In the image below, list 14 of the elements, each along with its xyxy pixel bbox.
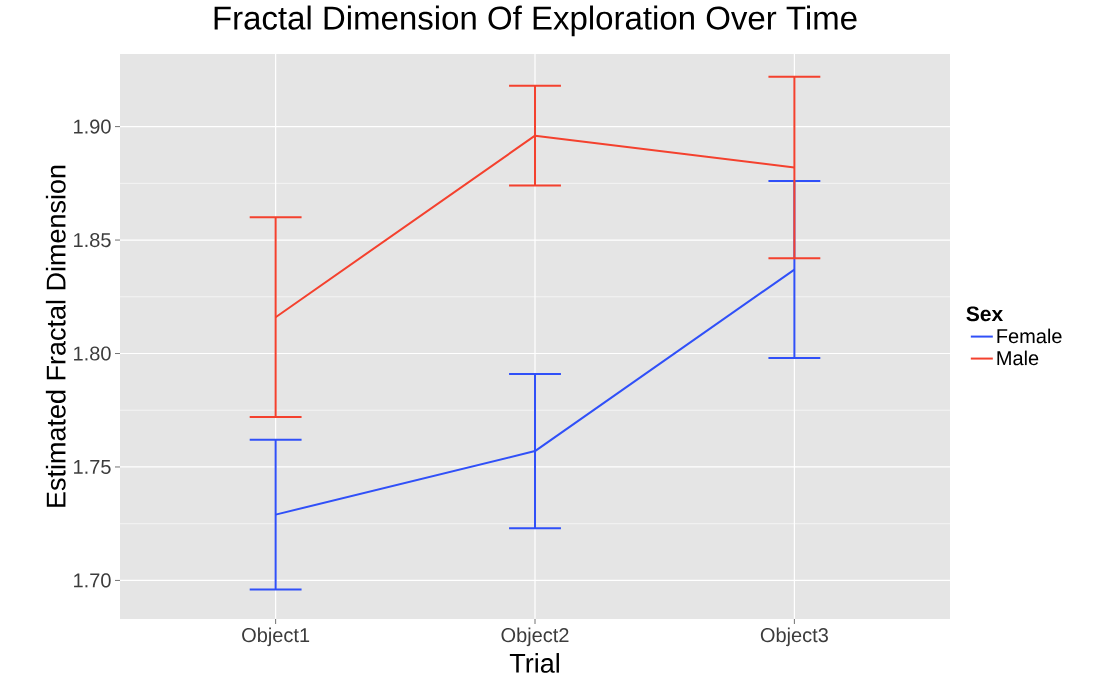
- x-tick-label: Object2: [501, 627, 569, 647]
- x-axis-title: Trial: [509, 653, 559, 673]
- x-tick-label: Object1: [242, 627, 310, 647]
- x-tick-label: Object3: [760, 627, 828, 647]
- y-axis-title: Estimated Fractal Dimension: [45, 165, 66, 507]
- y-tick-label: 1.75: [74, 460, 111, 474]
- legend-title: Sex: [966, 306, 1004, 322]
- y-tick-label: 1.80: [74, 346, 111, 361]
- y-tick-label: 1.70: [74, 573, 111, 588]
- y-tick-label: 1.85: [74, 232, 111, 248]
- legend-label: Female: [997, 328, 1062, 344]
- chart-title: Fractal Dimension Of Exploration Over Time: [214, 5, 857, 37]
- y-tick-label: 1.90: [74, 119, 111, 134]
- legend-label: Male: [997, 350, 1039, 366]
